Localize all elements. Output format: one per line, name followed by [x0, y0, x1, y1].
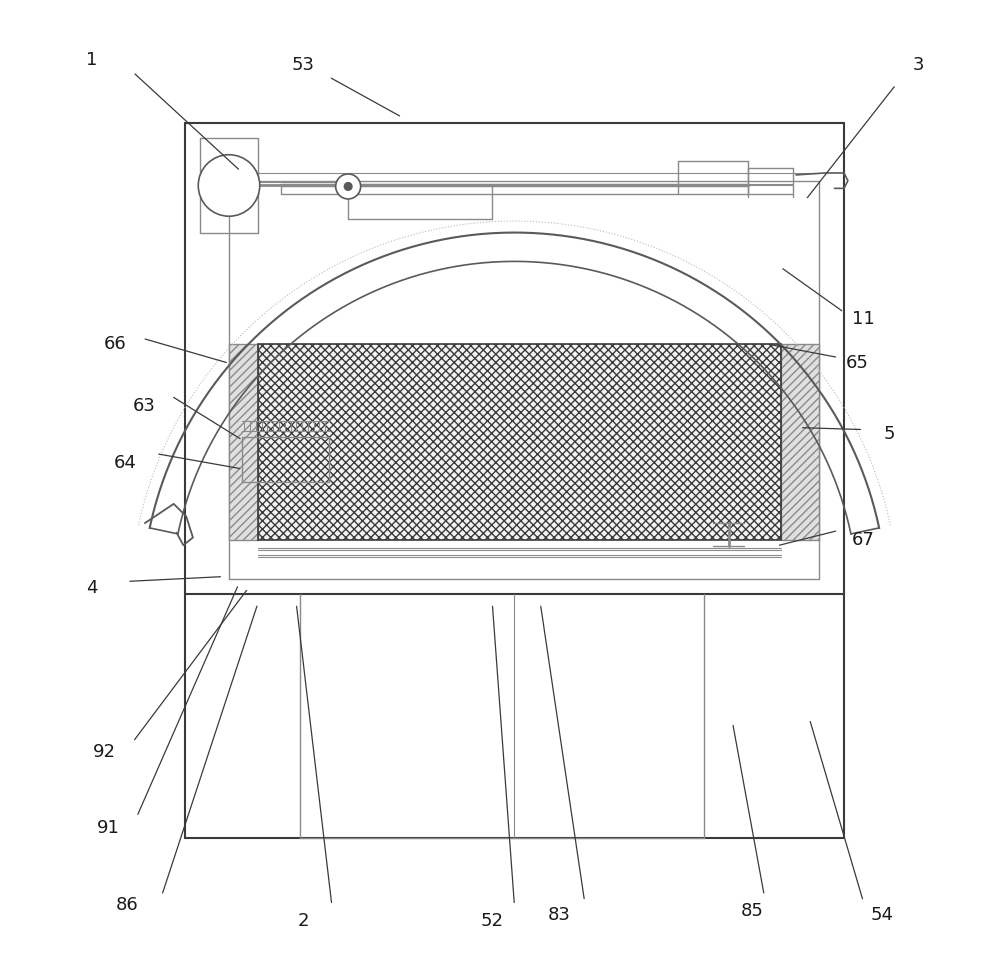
Text: 85: 85 [740, 902, 763, 920]
Text: 65: 65 [846, 355, 869, 372]
Text: 66: 66 [104, 335, 127, 353]
Text: 1: 1 [86, 51, 97, 68]
Text: 64: 64 [114, 455, 137, 472]
Bar [781, 344, 819, 540]
Text: 86: 86 [116, 897, 139, 914]
Bar [229, 344, 258, 540]
Text: 52: 52 [481, 912, 504, 929]
Text: 67: 67 [852, 531, 875, 549]
Text: 63: 63 [133, 397, 156, 414]
Text: 5: 5 [883, 426, 895, 443]
Circle shape [198, 155, 260, 216]
Text: 53: 53 [291, 57, 314, 74]
Text: 3: 3 [912, 57, 924, 74]
Circle shape [336, 174, 361, 199]
Bar [258, 344, 781, 540]
Text: 2: 2 [297, 912, 309, 929]
Text: 11: 11 [852, 310, 875, 328]
Bar [258, 344, 781, 540]
Circle shape [344, 183, 352, 190]
Text: 92: 92 [93, 743, 116, 760]
Text: 83: 83 [548, 906, 571, 924]
Text: 54: 54 [871, 906, 894, 924]
Text: 4: 4 [86, 579, 97, 597]
Text: 91: 91 [96, 820, 119, 837]
